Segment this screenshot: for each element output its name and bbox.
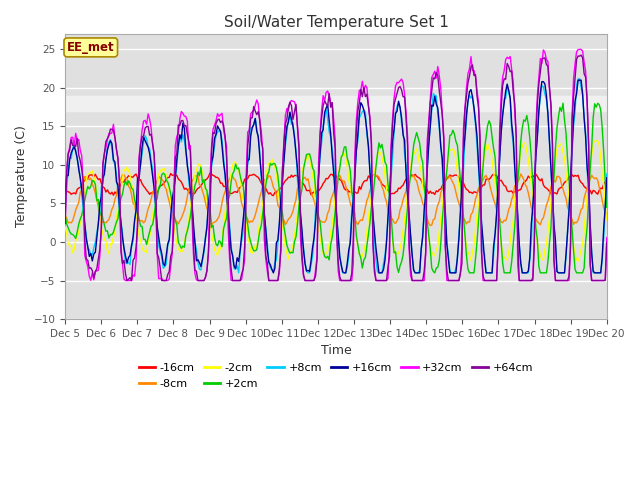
+32cm [252,102,259,108]
-8cm [223,185,230,191]
-8cm [128,192,136,197]
+16cm [250,121,257,127]
+16cm [574,77,582,83]
+32cm [574,47,582,52]
-16cm [224,187,232,192]
-2cm [128,182,136,188]
+16cm [300,247,307,253]
+16cm [128,243,136,249]
+64cm [224,190,232,196]
-16cm [243,177,250,182]
-8cm [298,178,306,183]
Line: +32cm: +32cm [65,49,607,280]
-8cm [250,216,257,222]
+16cm [61,191,69,196]
Line: +8cm: +8cm [65,79,607,273]
-8cm [576,212,584,218]
-16cm [269,193,277,199]
+64cm [123,277,131,283]
Line: +16cm: +16cm [65,80,607,273]
+64cm [603,240,611,246]
+32cm [224,224,232,230]
+32cm [300,273,307,279]
+2cm [576,270,584,276]
+64cm [61,220,69,226]
-16cm [576,177,584,183]
+8cm [61,205,69,211]
+64cm [243,189,250,194]
+2cm [128,185,136,191]
+16cm [269,270,277,276]
Line: -2cm: -2cm [65,141,607,261]
-2cm [603,217,611,223]
+2cm [61,213,69,219]
+2cm [298,186,306,192]
+8cm [243,181,250,187]
+64cm [129,257,137,263]
+64cm [577,52,585,58]
+32cm [61,221,69,227]
+8cm [223,191,230,197]
-2cm [223,200,230,205]
-8cm [603,211,611,217]
Line: +64cm: +64cm [65,55,607,280]
+2cm [431,270,438,276]
+8cm [252,116,259,121]
Y-axis label: Temperature (C): Temperature (C) [15,126,28,228]
-2cm [61,224,69,230]
Legend: -16cm, -8cm, -2cm, +2cm, +8cm, +16cm, +32cm, +64cm: -16cm, -8cm, -2cm, +2cm, +8cm, +16cm, +3… [134,359,538,393]
+2cm [241,199,248,204]
+64cm [252,108,259,114]
+16cm [241,201,248,207]
-2cm [241,206,248,212]
Line: -16cm: -16cm [65,173,607,196]
+8cm [128,244,136,250]
+2cm [559,100,567,106]
+2cm [250,248,257,253]
-16cm [61,184,69,190]
+16cm [603,175,611,180]
+16cm [576,77,584,83]
+8cm [574,76,582,82]
+64cm [574,53,582,59]
+32cm [603,235,611,240]
-16cm [603,178,611,183]
+8cm [576,76,584,82]
-16cm [206,170,214,176]
+8cm [235,270,243,276]
-16cm [301,183,309,189]
+32cm [576,47,584,52]
-8cm [241,212,248,217]
-8cm [61,212,69,218]
+8cm [603,171,611,177]
Line: +2cm: +2cm [65,103,607,273]
+16cm [223,190,230,195]
+2cm [223,215,230,221]
+32cm [122,277,129,283]
+32cm [243,173,250,179]
+8cm [300,245,307,251]
-16cm [252,172,259,178]
-8cm [426,223,434,228]
X-axis label: Time: Time [321,344,351,357]
-2cm [573,257,580,263]
+2cm [603,204,611,210]
-2cm [593,138,600,144]
Text: EE_met: EE_met [67,41,115,54]
Title: Soil/Water Temperature Set 1: Soil/Water Temperature Set 1 [223,15,449,30]
+32cm [129,272,137,278]
+64cm [300,272,307,277]
-2cm [250,247,257,252]
-2cm [298,169,306,175]
-16cm [128,174,136,180]
-2cm [574,258,582,264]
-8cm [517,171,525,177]
Bar [65,96,607,111]
Line: -8cm: -8cm [65,174,607,226]
